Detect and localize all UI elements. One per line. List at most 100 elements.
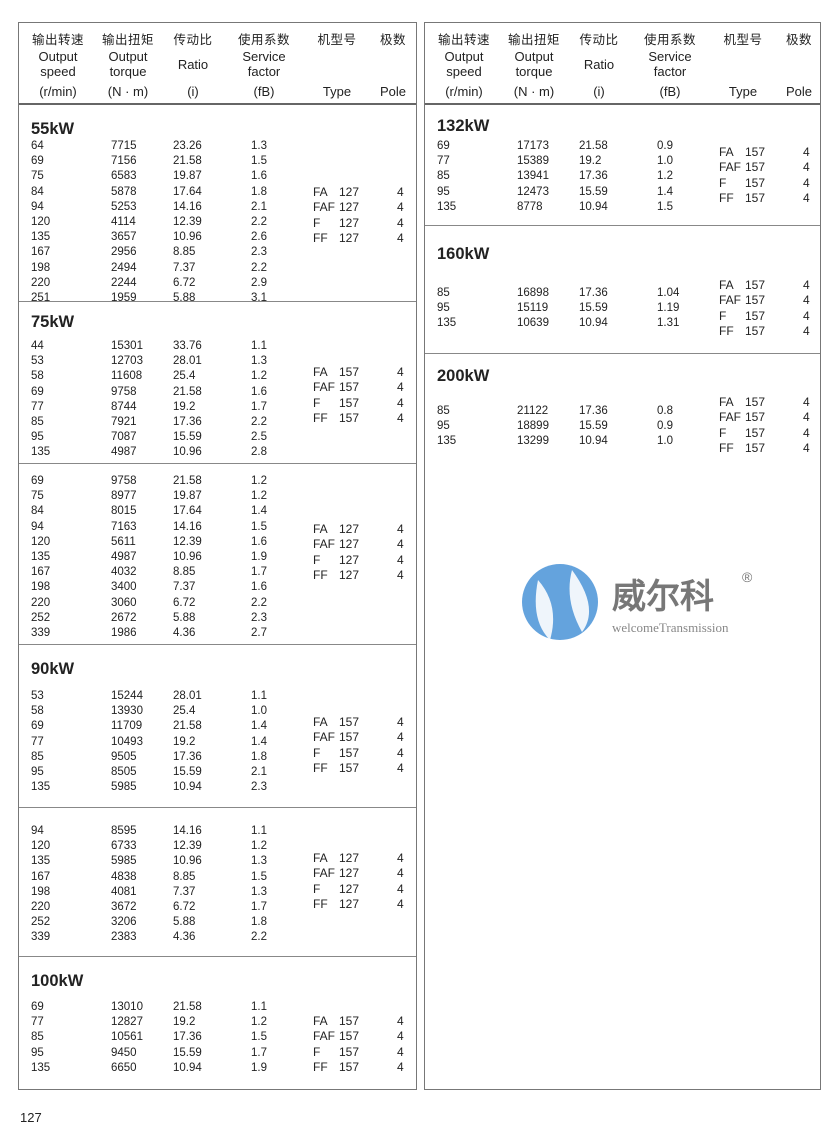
cell-speed: 167 xyxy=(31,870,51,883)
cell-speed: 220 xyxy=(31,900,51,913)
table-row: 84 5878 17.64 1.8 xyxy=(19,185,416,200)
cell-ratio: 21.58 xyxy=(579,140,608,152)
header-en: factor xyxy=(653,64,687,79)
table-row: 135 5985 10.94 2.3 xyxy=(19,780,416,795)
cell-ratio: 8.85 xyxy=(173,870,196,883)
cell-ratio: 14.16 xyxy=(173,825,202,837)
type-size: 157 xyxy=(339,745,360,760)
type-pole: 4 xyxy=(803,410,810,425)
type-row: FAF 157 4 xyxy=(19,730,416,745)
type-size: 157 xyxy=(339,411,360,426)
cell-speed: 135 xyxy=(31,855,51,868)
type-list: FA 157 4 FAF 157 4 F 157 4 FF 157 4 xyxy=(425,278,820,340)
header-zh: 使用系数 xyxy=(643,33,696,47)
cell-speed: 69 xyxy=(31,1001,44,1013)
type-series: F xyxy=(313,395,321,410)
table-row: 85 9505 17.36 1.8 xyxy=(19,750,416,765)
type-pole: 4 xyxy=(397,1014,404,1028)
type-row: FA 157 4 xyxy=(19,365,416,380)
cell-ratio: 23.26 xyxy=(173,140,202,152)
cell-ratio: 8.85 xyxy=(173,246,196,259)
header-torque: 输出扭矩 Output torque (N · m) xyxy=(494,33,574,99)
type-row: FAF 157 4 xyxy=(425,160,820,175)
type-row: FAF 127 4 xyxy=(19,537,416,552)
cell-ratio: 17.36 xyxy=(173,750,202,763)
type-size: 127 xyxy=(339,866,360,881)
header-type: 机型号 Type xyxy=(297,33,377,99)
table-row: 53 12703 28.01 1.3 xyxy=(19,354,416,369)
cell-ratio: 17.36 xyxy=(173,415,202,428)
cell-torque: 10639 xyxy=(517,317,549,330)
type-size: 157 xyxy=(745,395,766,409)
cell-service-factor: 1.8 xyxy=(251,750,267,763)
header-speed: 输出转速 Output speed (r/min) xyxy=(18,33,98,99)
type-size: 157 xyxy=(339,730,360,745)
cell-torque: 4114 xyxy=(111,215,136,228)
header-type: 机型号 Type xyxy=(703,33,783,99)
cell-ratio: 15.59 xyxy=(173,765,202,778)
table-row: 252 2672 5.88 2.3 xyxy=(19,611,416,626)
type-row: FF 157 4 xyxy=(425,324,820,339)
table-row: 75 6583 19.87 1.6 xyxy=(19,169,416,184)
data-rows: 94 8595 14.16 1.1 120 6733 12.39 1.2 135 5985 10.9… xyxy=(19,824,416,946)
type-pole: 4 xyxy=(397,1044,404,1059)
data-rows: 64 7715 23.26 1.3 69 7156 21.58 1.5 75 6583 19.87 1… xyxy=(19,139,416,306)
cell-service-factor: 1.4 xyxy=(251,735,267,748)
type-size: 157 xyxy=(339,380,360,395)
cell-ratio: 12.39 xyxy=(173,535,202,548)
cell-service-factor: 3.1 xyxy=(251,291,267,304)
cell-service-factor: 0.8 xyxy=(657,405,673,417)
cell-speed: 44 xyxy=(31,340,44,352)
cell-service-factor: 1.4 xyxy=(251,505,267,518)
type-series: FAF xyxy=(313,1029,336,1044)
header-en: Output xyxy=(444,48,484,64)
type-row: FAF 127 4 xyxy=(19,866,416,881)
table-row: 120 5611 12.39 1.6 xyxy=(19,535,416,550)
cell-ratio: 8.85 xyxy=(173,566,196,579)
header-zh: 输出扭矩 xyxy=(101,33,154,47)
cell-ratio: 19.87 xyxy=(173,170,202,183)
cell-torque: 4987 xyxy=(111,550,137,563)
table-row: 69 7156 21.58 1.5 xyxy=(19,154,416,169)
cell-service-factor: 2.9 xyxy=(251,276,267,289)
cell-service-factor: 1.9 xyxy=(251,1061,267,1074)
cell-speed: 135 xyxy=(31,781,51,794)
cell-torque: 2383 xyxy=(111,931,137,944)
cell-ratio: 10.96 xyxy=(173,855,202,868)
type-pole: 4 xyxy=(397,215,404,230)
type-row: FF 157 4 xyxy=(425,441,820,456)
header-unit: (r/min) xyxy=(39,84,77,99)
cell-speed: 339 xyxy=(31,931,51,944)
table-row: 167 2956 8.85 2.3 xyxy=(19,245,416,260)
type-pole: 4 xyxy=(397,231,404,246)
header-unit: (fB) xyxy=(659,84,681,99)
table-row: 135 10639 10.94 1.31 xyxy=(425,316,820,331)
cell-service-factor: 1.7 xyxy=(251,566,267,579)
type-size: 157 xyxy=(745,145,766,159)
cell-ratio: 10.96 xyxy=(173,231,202,244)
type-pole: 4 xyxy=(397,522,404,536)
cell-service-factor: 1.4 xyxy=(657,185,673,198)
cell-ratio: 21.58 xyxy=(173,720,202,733)
cell-ratio: 12.39 xyxy=(173,215,202,228)
type-series: FAF xyxy=(313,380,336,395)
table-row: 84 8015 17.64 1.4 xyxy=(19,504,416,519)
type-series: FA xyxy=(719,278,734,292)
type-size: 157 xyxy=(339,715,360,729)
cell-speed: 85 xyxy=(437,170,450,183)
cell-ratio: 19.2 xyxy=(173,735,196,748)
type-size: 157 xyxy=(745,425,766,440)
cell-torque: 5985 xyxy=(111,855,137,868)
type-series: F xyxy=(719,425,727,440)
type-list: FA 157 4 FAF 157 4 F 157 4 FF 157 4 xyxy=(19,715,416,777)
type-pole: 4 xyxy=(397,715,404,729)
table-row: 135 5985 10.96 1.3 xyxy=(19,854,416,869)
cell-ratio: 6.72 xyxy=(173,900,196,913)
type-pole: 4 xyxy=(803,175,810,190)
cell-ratio: 10.94 xyxy=(579,435,608,448)
cell-torque: 10493 xyxy=(111,735,143,748)
cell-speed: 69 xyxy=(31,720,44,733)
cell-torque: 13930 xyxy=(111,705,143,718)
cell-service-factor: 1.2 xyxy=(251,840,267,853)
type-size: 157 xyxy=(339,395,360,410)
